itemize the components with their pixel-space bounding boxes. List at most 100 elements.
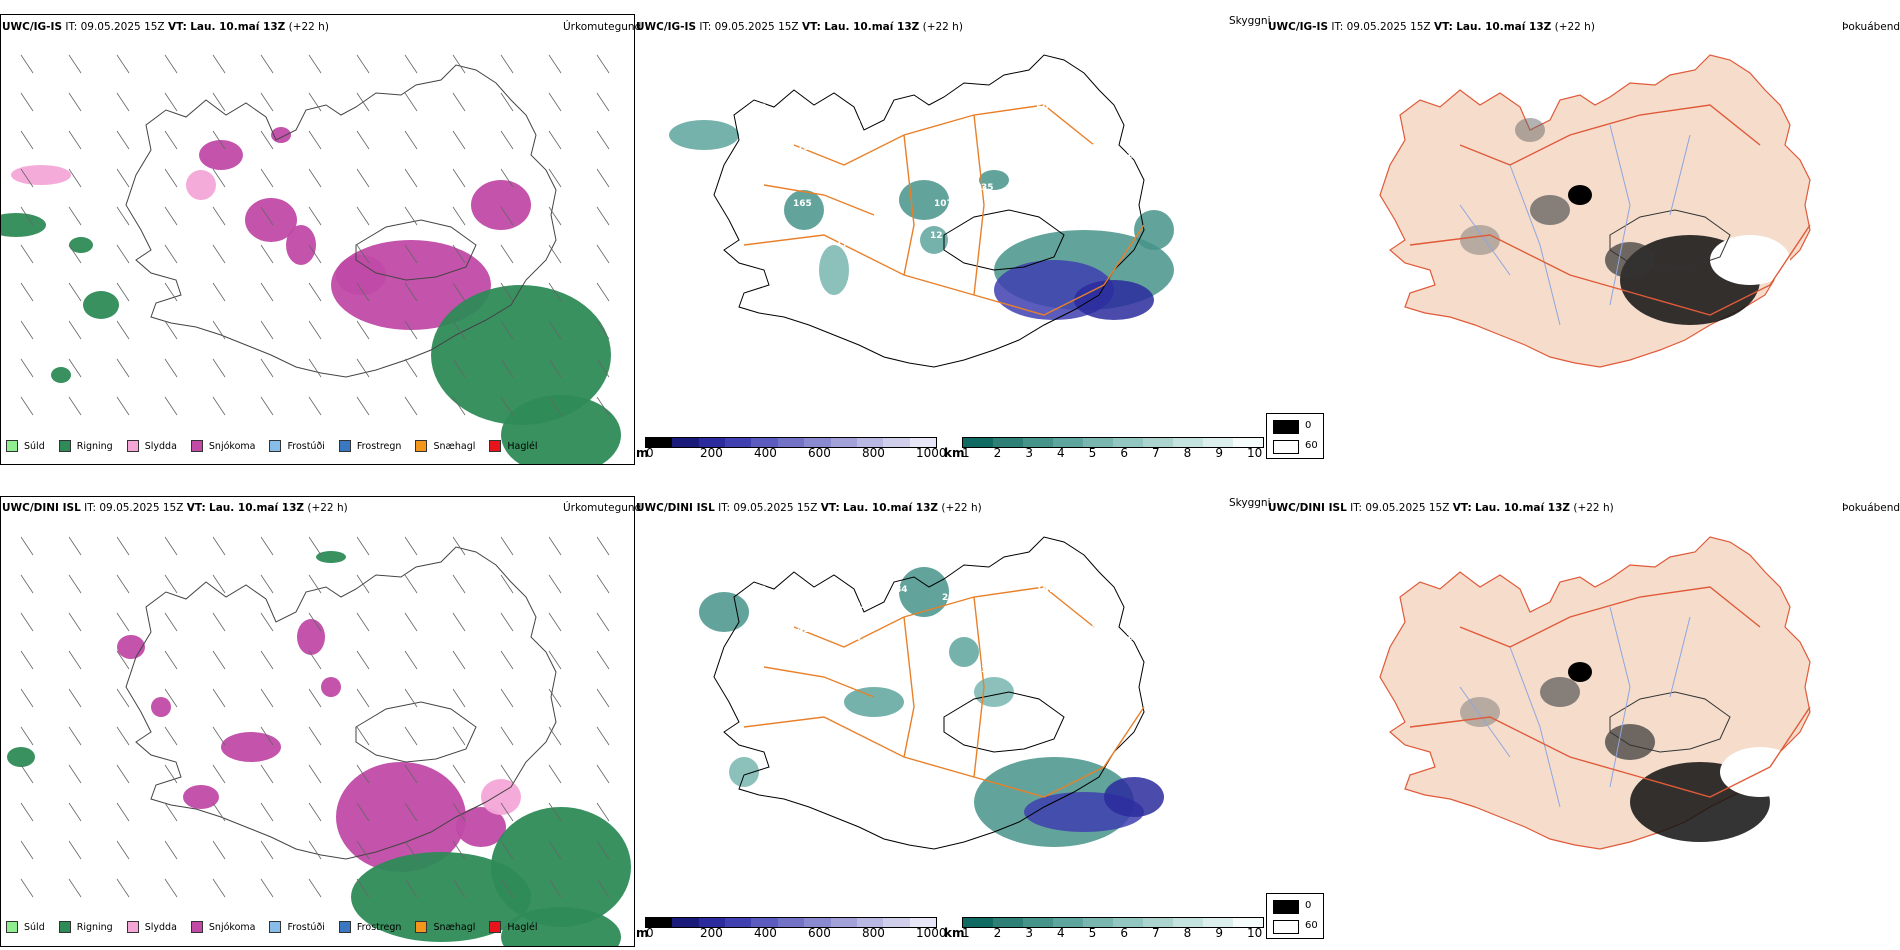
cloud-product-2: Skyggni [1229, 497, 1271, 509]
precip-fields [1, 127, 621, 464]
legend-item: Frostregn [338, 440, 401, 452]
wind-barb [68, 802, 82, 822]
wind-barb [500, 764, 514, 784]
precip-area [321, 677, 341, 697]
legend-item: Súld [6, 921, 45, 933]
wind-barb [452, 396, 466, 416]
wind-barb [596, 574, 610, 594]
road [1459, 586, 1761, 648]
wind-barb [356, 840, 370, 860]
wind-barb [20, 650, 34, 670]
legend-swatch [338, 440, 351, 452]
legend-label: Snæhagl [433, 440, 476, 452]
tick-label: 10 [1247, 926, 1263, 940]
wind-barb [452, 54, 466, 74]
ceiling-value-label: 107 [934, 199, 953, 209]
wind-barb [308, 688, 322, 708]
wind-barb [164, 650, 178, 670]
wind-barb [116, 282, 130, 302]
wind-barb [212, 130, 226, 150]
tick-label: 10 [1247, 446, 1263, 460]
ramp-cell [1233, 438, 1263, 447]
ceiling-value-label: 46 [1130, 119, 1143, 129]
wind-barb [68, 878, 82, 898]
ramp-cell [909, 438, 936, 447]
ceiling-value-label: 167 [1079, 625, 1098, 635]
wind-barb [452, 320, 466, 340]
legend-swatch [415, 921, 428, 933]
fog-legend-low: 0 [1305, 420, 1312, 431]
precip-legend-2: Súld Rigning Slydda Snjókoma Frostúði Frostre… [6, 921, 552, 933]
precip-map-frame-1 [0, 14, 635, 465]
wind-barb [404, 358, 418, 378]
wind-barb [404, 878, 418, 898]
wind-barb [404, 650, 418, 670]
glacier-outline [943, 209, 1065, 271]
wind-barb [212, 92, 226, 112]
wind-barb [548, 802, 562, 822]
ceiling-value-label: 18 [887, 673, 900, 683]
wind-barb [308, 168, 322, 188]
land-area [1379, 54, 1811, 368]
tick-label: 6 [1120, 926, 1128, 940]
tick-label: 7 [1152, 926, 1160, 940]
legend-item: Haglél [489, 440, 538, 452]
precip-area [481, 779, 521, 815]
ceiling-value-label: 120 [1079, 143, 1098, 153]
tick-label: 600 [808, 446, 831, 460]
ceiling-value-label: 48 [801, 593, 814, 603]
wind-barb [596, 396, 610, 416]
wind-barb [452, 536, 466, 556]
wind-barb [548, 244, 562, 264]
fog-legend-low: 0 [1305, 900, 1312, 911]
ramp-cell [672, 438, 699, 447]
wind-barb [452, 574, 466, 594]
precip-area [51, 367, 71, 383]
wind-barb [20, 840, 34, 860]
glacier-outline [1609, 691, 1731, 753]
river [1509, 164, 1561, 326]
coastline [125, 546, 557, 860]
wind-barb [452, 358, 466, 378]
fog-map-2 [1379, 536, 1811, 850]
tick-label: 1 [962, 446, 970, 460]
legend-label: Frostregn [356, 921, 402, 933]
wind-barb [212, 688, 226, 708]
road [1459, 104, 1761, 166]
precip-area [501, 907, 621, 946]
ceiling-unit: m [636, 446, 649, 460]
wind-barb [404, 840, 418, 860]
wind-barb [116, 650, 130, 670]
ramp-cell [1083, 918, 1113, 927]
ceiling-value-label: 152 [1083, 111, 1102, 121]
wind-barb [20, 92, 34, 112]
ceiling-value-label: 51 [891, 641, 904, 651]
wind-barb [596, 168, 610, 188]
ramp-cell [1143, 438, 1173, 447]
wind-barb [116, 726, 130, 746]
precip-area [297, 619, 325, 655]
legend-item: Frostregn [338, 921, 402, 933]
wind-barb [164, 726, 178, 746]
wind-barb [116, 688, 130, 708]
ceiling-value-label: 14 [981, 665, 994, 675]
wind-barb [116, 92, 130, 112]
wind-barb [404, 168, 418, 188]
wind-barb [212, 574, 226, 594]
legend-swatch [6, 921, 18, 933]
wind-barb [20, 320, 34, 340]
wind-barb [212, 282, 226, 302]
legend-label: Slydda [144, 440, 177, 452]
fog-fields [1460, 118, 1790, 325]
wind-barb [260, 206, 274, 226]
wind-barb [500, 168, 514, 188]
river [1509, 646, 1561, 808]
wind-barb [20, 244, 34, 264]
visibility-area [844, 687, 904, 717]
ceiling-value-label: 80 [848, 119, 861, 129]
wind-barb [500, 726, 514, 746]
wind-barb [116, 244, 130, 264]
ceiling-value-label: 81 [934, 681, 947, 691]
wind-barb [20, 536, 34, 556]
wind-barb [356, 358, 370, 378]
